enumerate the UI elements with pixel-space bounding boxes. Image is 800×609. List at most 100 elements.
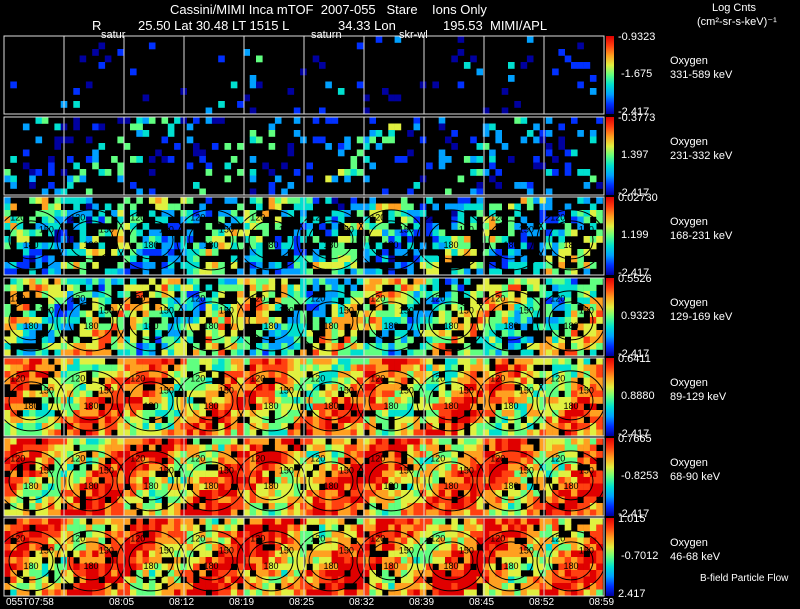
heatmap-cell (319, 107, 326, 115)
heatmap-cell (35, 470, 43, 478)
heatmap-cell (48, 509, 55, 517)
heatmap-cell (73, 210, 80, 217)
heatmap-cell (501, 323, 509, 331)
heatmap-cell (564, 544, 572, 551)
heatmap-cell (344, 576, 351, 584)
heatmap-cell (545, 169, 553, 176)
heatmap-cell (426, 416, 433, 424)
heatmap-cell (10, 203, 17, 211)
heatmap-cell (243, 304, 250, 311)
heatmap-cell (394, 397, 402, 404)
heatmap-cell (262, 162, 269, 170)
heatmap-cell (186, 197, 194, 204)
contour-line (368, 461, 414, 501)
heatmap-cell (22, 470, 30, 478)
heatmap-cell (117, 242, 124, 250)
heatmap-cell (589, 503, 597, 510)
heatmap-cell (306, 377, 313, 385)
heatmap-cell (495, 477, 502, 484)
contour-label: 120 (370, 454, 385, 464)
heatmap-cell (281, 438, 288, 445)
heatmap-cell (111, 457, 118, 465)
heatmap-cell (256, 371, 263, 378)
heatmap-cell (54, 210, 61, 217)
heatmap-cell (48, 203, 55, 211)
heatmap-cell (325, 550, 332, 558)
heatmap-cell (482, 229, 490, 237)
heatmap-cell (375, 317, 383, 324)
heatmap-cell (35, 291, 43, 298)
heatmap-cell (331, 397, 339, 404)
heatmap-cell (344, 537, 351, 545)
heatmap-cell (489, 410, 496, 417)
heatmap-cell (73, 278, 80, 285)
heatmap-cell (98, 457, 106, 465)
heatmap-cell (142, 310, 150, 318)
heatmap-cell (98, 483, 106, 491)
heatmap-cell (388, 524, 395, 532)
heatmap-cell (161, 444, 169, 452)
heatmap-cell (4, 175, 11, 183)
heatmap-cell (482, 143, 490, 150)
heatmap-cell (111, 390, 118, 398)
heatmap-cell (29, 557, 36, 564)
heatmap-cell (413, 509, 421, 517)
heatmap-cell (174, 451, 181, 458)
heatmap-cell (174, 537, 181, 545)
heatmap-cell (4, 336, 11, 344)
heatmap-cell (274, 343, 282, 350)
heatmap-cell (394, 336, 402, 344)
heatmap-cell (161, 358, 169, 365)
heatmap-cell (193, 364, 200, 372)
heatmap-cell (564, 477, 572, 484)
heatmap-cell (10, 563, 17, 571)
contour-label: 150 (159, 224, 174, 234)
heatmap-cell (363, 364, 370, 372)
heatmap-cell (142, 364, 150, 372)
contour-label: 120 (550, 294, 565, 304)
heatmap-cell (92, 323, 99, 331)
heatmap-cell (337, 423, 345, 430)
heatmap-cell (432, 403, 439, 411)
heatmap-cell (419, 563, 427, 571)
heatmap-cell (564, 410, 572, 417)
heatmap-cell (419, 278, 427, 285)
heatmap-cell (22, 570, 30, 577)
heatmap-cell (457, 223, 465, 230)
heatmap-cell (350, 457, 358, 465)
heatmap-cell (85, 483, 93, 491)
heatmap-cell (218, 537, 225, 545)
heatmap-cell (369, 317, 376, 324)
heatmap-cell (161, 544, 169, 551)
heatmap-cell (463, 563, 471, 571)
heatmap-cell (262, 490, 269, 497)
heatmap-cell (432, 236, 439, 243)
heatmap-cell (564, 349, 572, 357)
heatmap-cell (337, 483, 345, 491)
heatmap-cell (243, 438, 250, 445)
heatmap-cell (92, 557, 99, 564)
heatmap-cell (394, 531, 402, 538)
heatmap-cell (331, 563, 339, 571)
heatmap-cell (394, 236, 402, 243)
heatmap-cell (337, 377, 345, 385)
heatmap-cell (142, 249, 150, 256)
heatmap-cell (571, 278, 578, 285)
heatmap-cell (413, 451, 421, 458)
heatmap-cell (426, 390, 433, 398)
heatmap-cell (545, 188, 553, 196)
heatmap-cell (16, 236, 24, 243)
heatmap-cell (514, 182, 521, 189)
heatmap-cell (224, 416, 232, 424)
heatmap-cell (230, 524, 238, 532)
heatmap-cell (155, 563, 162, 571)
heatmap-cell (375, 143, 383, 150)
heatmap-cell (199, 242, 206, 250)
contour-line (236, 370, 306, 432)
heatmap-cell (558, 464, 565, 471)
heatmap-cell (558, 284, 565, 292)
heatmap-cell (426, 297, 433, 305)
heatmap-cell (274, 544, 282, 551)
heatmap-cell (41, 451, 49, 458)
heatmap-cell (186, 576, 194, 584)
